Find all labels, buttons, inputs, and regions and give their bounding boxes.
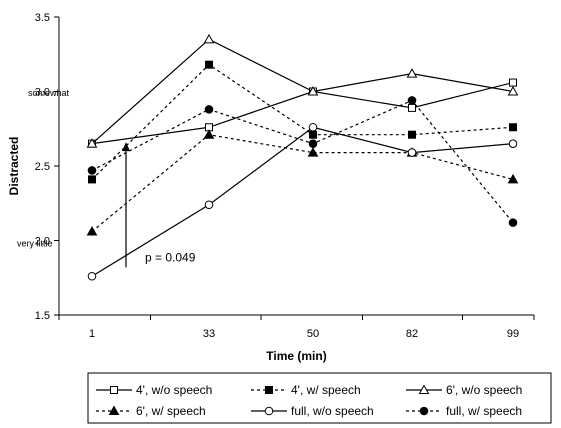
y-tick-label: 2.0 — [35, 236, 50, 248]
data-point — [509, 78, 517, 87]
series-group — [86, 33, 519, 281]
pvalue-arrowhead — [122, 142, 130, 152]
data-point — [110, 386, 118, 394]
legend-label: 6', w/o speech — [446, 383, 522, 397]
x-ticks: 1 33 50 82 99 — [58, 315, 535, 340]
pvalue-label: p = 0.049 — [145, 250, 196, 264]
data-point — [308, 139, 318, 148]
series-5 — [87, 122, 518, 281]
data-point — [307, 147, 319, 157]
series-line — [91, 99, 514, 224]
legend-item-5: full, w/o speech — [251, 404, 374, 418]
data-point — [507, 85, 519, 96]
y-tick-label: 1.5 — [35, 310, 50, 322]
series-2 — [88, 60, 517, 184]
data-point — [407, 148, 417, 157]
pvalue-annotation: p = 0.049 — [122, 142, 196, 268]
data-point — [408, 103, 416, 112]
series-6 — [87, 96, 518, 227]
data-point — [407, 96, 417, 105]
data-point — [508, 218, 518, 227]
data-point — [203, 129, 215, 139]
legend-item-6: full, w/ speech — [406, 404, 522, 418]
data-point — [205, 60, 213, 69]
data-point — [86, 138, 98, 148]
data-point — [408, 130, 416, 139]
plot-area: 1.5 2.0 2.5 3.0 3.5 1 33 50 82 99 p = 0.049 some… — [7, 12, 535, 363]
legend-items: 4', w/o speech 4', w/ speech 6', w/o speec… — [96, 383, 522, 418]
x-tick-label: 50 — [307, 328, 319, 340]
data-point — [108, 405, 120, 415]
data-point — [419, 406, 429, 416]
data-point — [307, 85, 319, 96]
data-point — [88, 175, 96, 184]
legend-label: 4', w/ speech — [291, 383, 361, 397]
y-tick-label: 2.5 — [35, 161, 50, 173]
legend-box — [87, 372, 552, 424]
y-tick-label: 3.5 — [35, 12, 50, 24]
data-point — [87, 166, 97, 175]
x-tick-label: 33 — [203, 328, 215, 340]
legend-label: full, w/o speech — [291, 404, 374, 418]
data-point — [508, 139, 518, 148]
y-ticks: 1.5 2.0 2.5 3.0 3.5 — [35, 12, 59, 322]
data-point — [265, 386, 273, 394]
data-point — [418, 384, 430, 394]
data-point — [406, 68, 418, 78]
x-tick-label: 1 — [89, 328, 95, 340]
data-point — [309, 130, 317, 139]
data-point — [509, 123, 517, 132]
x-tick-label: 82 — [406, 328, 418, 340]
annotation-very-little: very little — [17, 238, 53, 248]
data-point — [264, 406, 274, 416]
data-point — [308, 122, 318, 132]
x-tick-label: 99 — [507, 328, 519, 340]
legend-label: 6', w/ speech — [136, 404, 206, 418]
data-point — [507, 173, 519, 184]
legend-label: 4', w/o speech — [136, 383, 212, 397]
series-line — [91, 63, 514, 180]
legend-item-3: 6', w/o speech — [406, 383, 522, 397]
data-point — [204, 105, 214, 114]
data-point — [204, 200, 214, 210]
legend-item-2: 4', w/ speech — [251, 383, 361, 397]
data-point — [87, 271, 97, 281]
y-axis-title: Distracted — [7, 137, 21, 196]
data-point — [203, 33, 215, 44]
legend-item-1: 4', w/o speech — [96, 383, 212, 397]
annotation-somewhat: somewhat — [28, 88, 70, 98]
series-line — [91, 134, 514, 233]
x-axis-title: Time (min) — [266, 349, 326, 363]
legend-item-4: 6', w/ speech — [96, 404, 206, 418]
data-point — [86, 226, 98, 236]
legend-label: full, w/ speech — [446, 404, 522, 418]
legend: 4', w/o speech 4', w/ speech 6', w/o speec… — [87, 372, 552, 424]
series-4 — [86, 129, 519, 236]
y-tick-label: 3.0 — [35, 87, 50, 99]
series-3 — [86, 33, 519, 148]
